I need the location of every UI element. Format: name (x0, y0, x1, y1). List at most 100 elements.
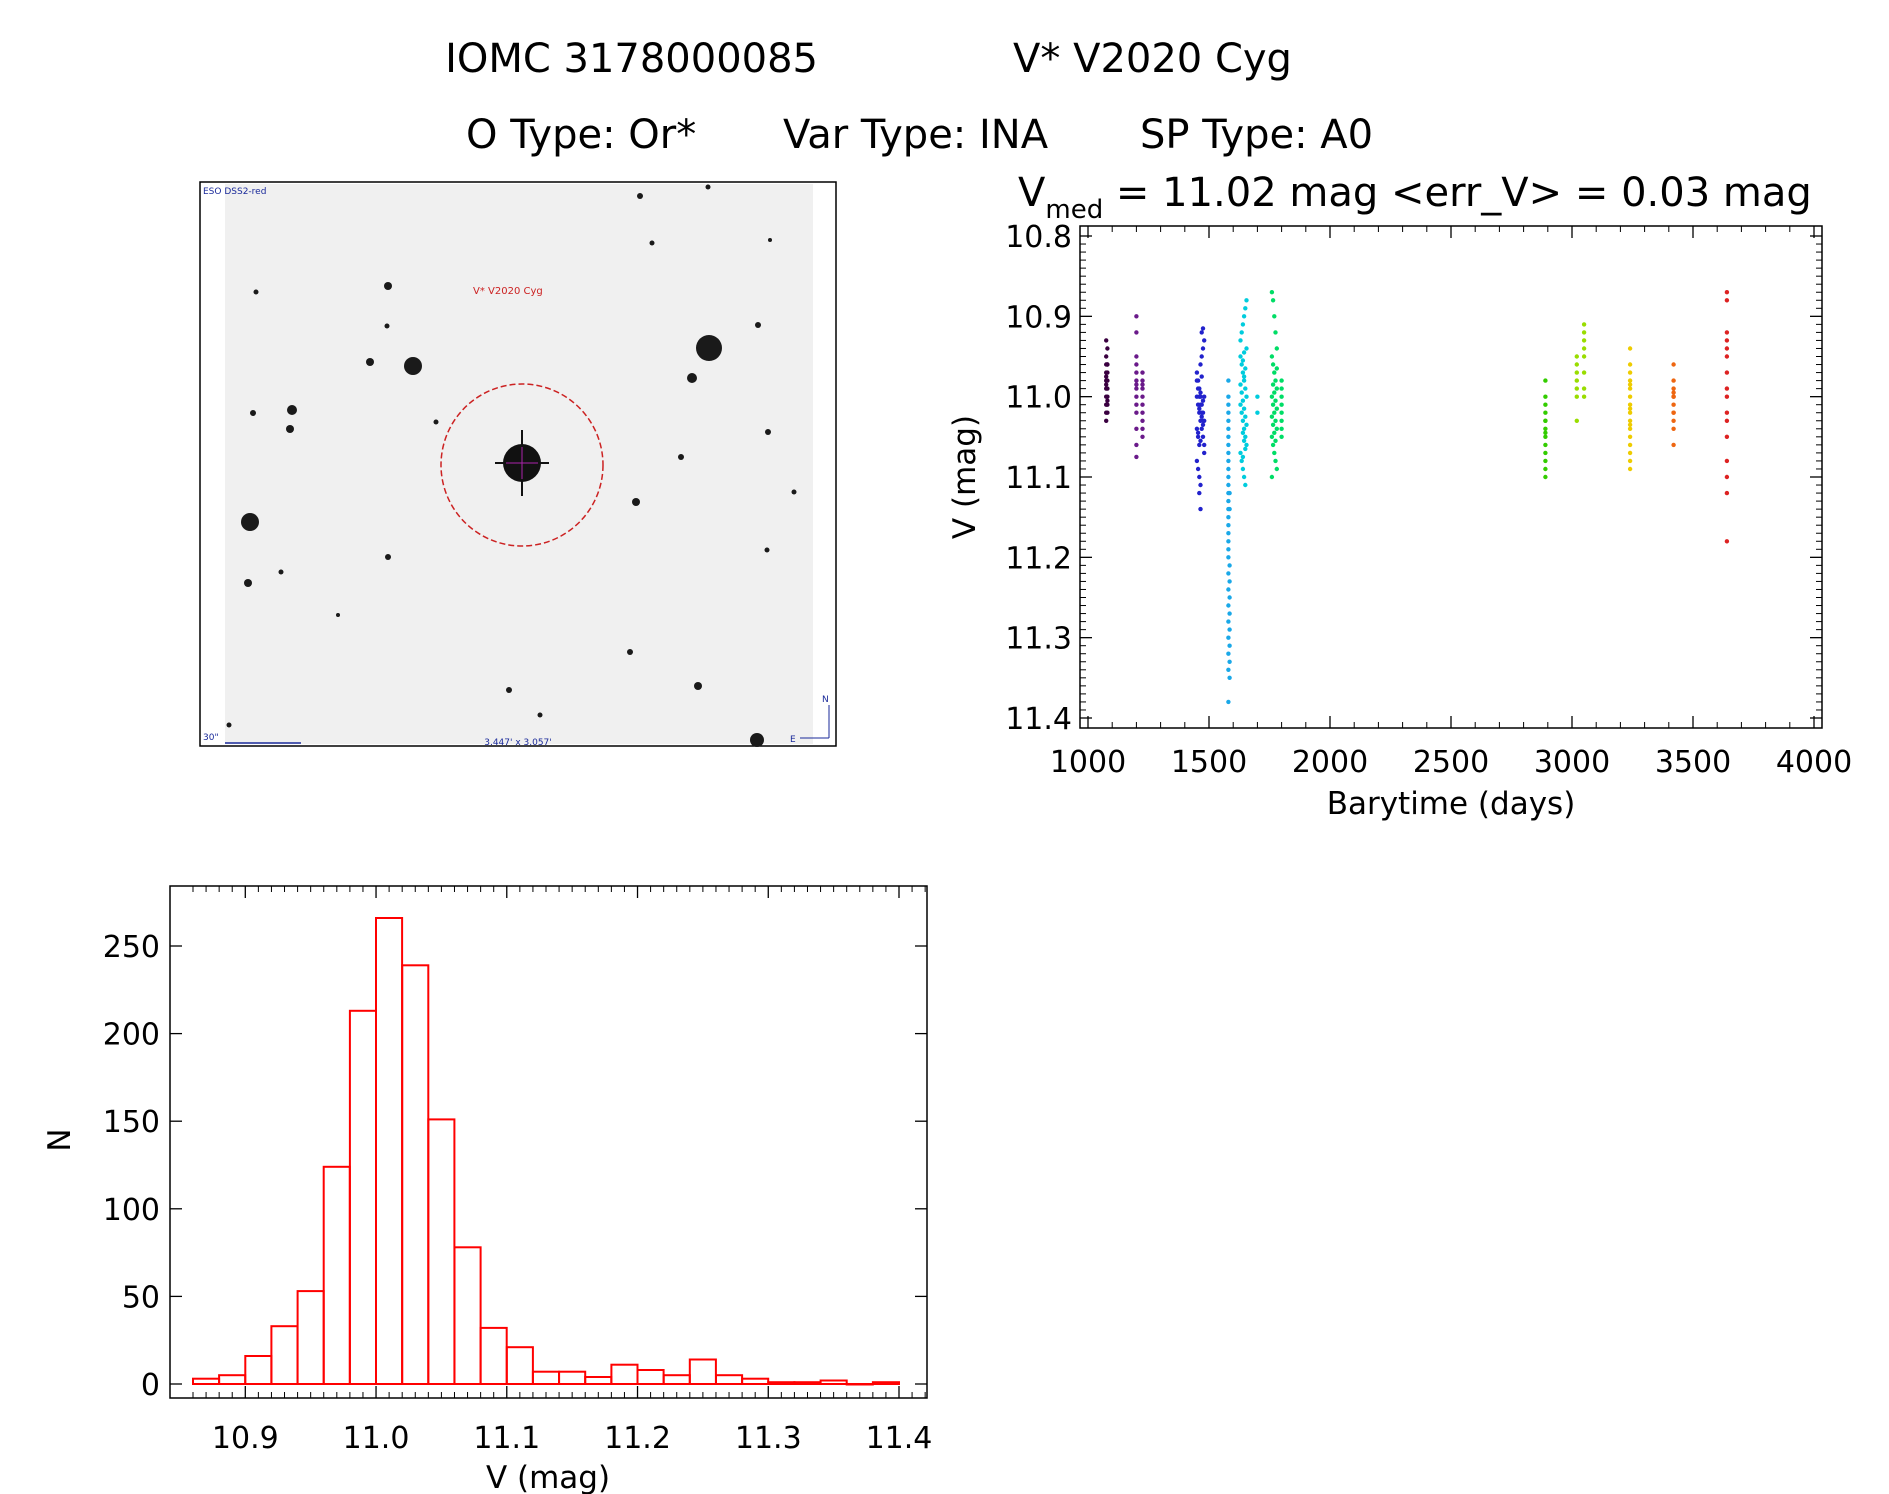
data-point-s11 (1724, 418, 1730, 423)
star (253, 289, 259, 295)
data-point-s5 (1239, 362, 1244, 367)
y-tick-label: 100 (103, 1193, 160, 1228)
star (241, 513, 259, 531)
star (226, 722, 232, 728)
y-tick-label: 11.3 (1005, 622, 1072, 657)
data-point-s3 (1197, 394, 1202, 399)
data-point-s3 (1199, 354, 1204, 359)
data-point-s6 (1273, 398, 1278, 403)
data-point-s10 (1671, 402, 1676, 407)
x-tick-label: 1000 (1050, 745, 1126, 780)
histogram-bar (479, 1326, 508, 1386)
data-point-s2 (1134, 426, 1139, 431)
data-point-s4 (1226, 651, 1231, 656)
data-point-s3 (1199, 414, 1204, 419)
x-tick-label: 2000 (1292, 745, 1368, 780)
data-point-s6 (1269, 474, 1275, 480)
data-point-s3 (1200, 346, 1206, 351)
data-point-s5 (1243, 386, 1248, 391)
data-point-s3 (1197, 442, 1202, 448)
lightcurve-ylabel: V (mag) (947, 415, 983, 539)
histogram-bar (401, 964, 430, 1385)
histogram-bar (767, 1381, 796, 1385)
star (244, 579, 252, 587)
finder-chart: ESO DSS2-red V* V2020 Cyg 30" 3.447' x 3… (199, 181, 837, 748)
data-point-s11 (1724, 410, 1730, 415)
y-tick-label: 10.8 (1005, 220, 1072, 255)
target-label: V* V2020 Cyg (473, 286, 543, 297)
compass: N E (790, 695, 830, 745)
compass-e-label: E (790, 735, 796, 745)
x-tick-label: 3500 (1655, 745, 1731, 780)
data-point-s3 (1198, 390, 1203, 395)
histogram-bar (531, 1370, 561, 1385)
star (433, 419, 439, 425)
y-tick-label: 150 (103, 1105, 160, 1140)
data-point-s3 (1195, 434, 1201, 439)
data-point-s3 (1195, 466, 1201, 472)
star (696, 335, 722, 361)
data-point-s5 (1241, 378, 1247, 383)
data-point-s10 (1671, 386, 1676, 391)
data-point-s4 (1226, 555, 1231, 560)
data-point-s1 (1104, 374, 1109, 379)
data-point-s5 (1255, 410, 1260, 415)
star (384, 282, 392, 290)
data-point-s5 (1244, 422, 1249, 427)
data-point-s9 (1627, 346, 1633, 351)
data-point-s7 (1543, 442, 1548, 448)
data-point-s2 (1134, 378, 1139, 383)
data-point-s5 (1241, 438, 1247, 443)
light-curve-chart: Vmed = 11.02 mag <err_V> = 0.03 mag 1000… (947, 170, 1852, 822)
data-point-s4 (1226, 603, 1231, 608)
data-point-s3 (1194, 426, 1200, 431)
data-point-s8 (1574, 362, 1580, 367)
data-point-s7 (1543, 434, 1548, 439)
fov-label: 3.447' x 3.057' (484, 738, 552, 748)
data-point-s9 (1627, 450, 1633, 456)
data-point-s5 (1240, 398, 1246, 403)
lightcurve-plot-frame (1079, 225, 1823, 729)
data-point-s6 (1274, 426, 1280, 431)
y-tick-label: 11.0 (1005, 381, 1072, 416)
data-point-s8 (1574, 386, 1580, 391)
data-point-s6 (1272, 314, 1277, 319)
histogram-bars (192, 917, 901, 1386)
data-point-s7 (1543, 394, 1548, 399)
data-point-s1 (1104, 418, 1109, 423)
data-point-s4 (1226, 474, 1231, 480)
data-point-s3 (1198, 506, 1203, 512)
data-point-s5 (1240, 358, 1246, 363)
data-point-s10 (1671, 410, 1676, 415)
data-point-s6 (1273, 330, 1278, 335)
star (637, 193, 643, 199)
data-point-s2 (1134, 370, 1139, 375)
data-point-s7 (1543, 450, 1548, 456)
data-point-s3 (1197, 490, 1202, 496)
data-point-s6 (1269, 434, 1275, 439)
scale-label: 30" (203, 733, 219, 743)
star (678, 454, 684, 460)
data-point-s10 (1671, 362, 1676, 367)
data-point-s6 (1272, 410, 1277, 415)
data-point-s11 (1724, 330, 1730, 335)
data-point-s11 (1724, 434, 1730, 439)
histogram-bar (453, 1246, 482, 1386)
data-point-s7 (1543, 418, 1548, 423)
data-point-s4 (1226, 531, 1231, 536)
data-point-s4 (1226, 450, 1231, 456)
data-point-s3 (1202, 338, 1207, 343)
data-point-s6 (1270, 362, 1276, 367)
x-tick-label: 1500 (1171, 745, 1247, 780)
x-tick-label: 3000 (1534, 745, 1610, 780)
data-point-s11 (1724, 346, 1730, 351)
data-point-s11 (1724, 539, 1730, 544)
data-point-s5 (1239, 330, 1244, 335)
x-tick-label: 2500 (1413, 745, 1489, 780)
data-point-s11 (1724, 338, 1730, 343)
star (336, 613, 340, 617)
data-point-s3 (1200, 326, 1206, 331)
data-point-s7 (1543, 458, 1548, 464)
header: IOMC 3178000085 V* V2020 Cyg O Type: Or*… (445, 36, 1373, 158)
data-point-s9 (1627, 386, 1633, 391)
